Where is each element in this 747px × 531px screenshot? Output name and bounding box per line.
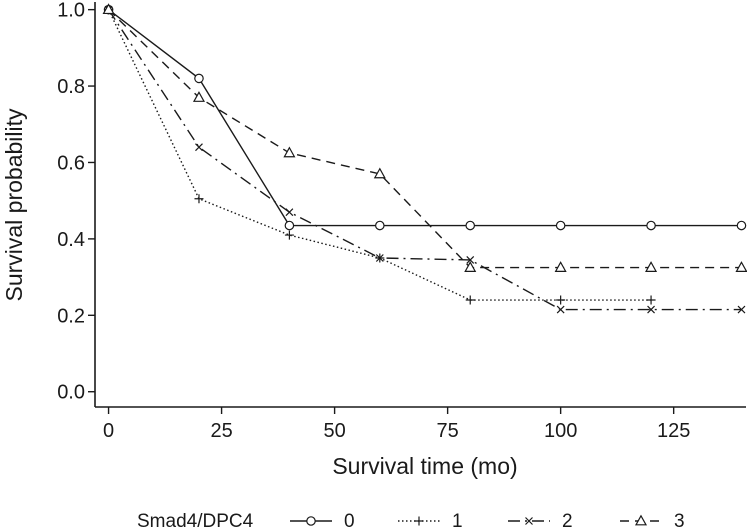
legend-label-2: 2 [562,511,573,531]
series-legend-0-point [306,516,316,526]
legend-title: Smad4/DPC4 [137,511,254,531]
series-0-point [375,220,385,231]
series-2-point [285,208,294,217]
legend-label-0: 0 [344,511,355,531]
legend: Smad4/DPC4 0 1 2 3 [137,511,685,531]
series-legend-1-point [414,516,424,526]
y-tick-label: 0.0 [57,382,85,404]
series-0-point [284,220,295,231]
y-tick-label: 1.0 [57,0,85,22]
series-legend-3-point [634,514,648,526]
series-3-point [645,261,658,272]
series-2-point [466,255,475,264]
y-axis-title: Survival probability [1,108,27,302]
x-tick-label: 25 [210,420,232,442]
series-0-point [555,220,566,231]
series-1-point [465,295,475,305]
series-2-point [737,305,746,314]
series-3-point [102,3,115,15]
y-tick-label: 0.8 [57,76,85,98]
series-3-point [554,261,567,272]
x-tick-label: 75 [437,420,459,442]
series-3-point [192,91,205,102]
y-tick-label: 0.2 [57,305,85,327]
x-tick-label: 100 [544,420,577,442]
x-tick-label: 125 [657,420,690,442]
y-tick-label: 0.6 [57,152,85,174]
x-axis-title: Survival time (mo) [332,453,517,479]
series-0-point [736,220,747,231]
series-2-point [556,305,565,314]
series-3-point [464,261,477,272]
series-0-line [108,9,742,227]
series-2-point [375,254,384,262]
legend-label-1: 1 [452,511,463,531]
x-tick-label: 0 [103,420,114,442]
axes [94,2,746,408]
ticks: 0 25 50 75 100 125 0.0 0.2 0.4 0.6 0.8 1.0 [57,0,690,442]
series-3-point [283,146,296,158]
series-3-point [735,261,747,272]
series-1-point [194,194,204,204]
legend-label-3: 3 [674,511,685,531]
series-1-point [284,230,294,240]
series-3-line [108,9,742,269]
y-tick-label: 0.4 [57,229,85,251]
x-tick-label: 50 [323,420,345,442]
series-2-point [647,305,655,314]
series-2-line [107,9,742,311]
series-0-point [194,73,204,84]
series-3-point [373,167,386,179]
series-0-point [465,220,476,231]
series-2-point [195,143,203,152]
series-1-point [556,295,566,305]
series-legend-2-point [525,517,533,525]
series-layer [102,3,747,314]
series-1-point [646,295,656,305]
series-0-point [646,220,656,231]
